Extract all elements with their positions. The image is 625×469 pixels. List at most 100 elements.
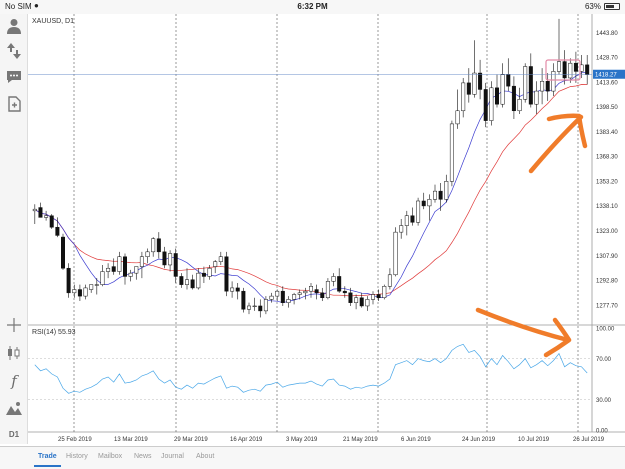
price-tick-label: 1443.80 xyxy=(596,31,618,37)
candle-body xyxy=(376,294,381,299)
candle xyxy=(337,268,342,293)
candle-body xyxy=(393,231,398,276)
candle-body xyxy=(399,225,404,233)
candle xyxy=(557,18,561,75)
rsi-line xyxy=(34,343,588,394)
candle xyxy=(421,192,426,210)
candle-body xyxy=(506,74,511,87)
candle xyxy=(562,50,567,85)
candle-body xyxy=(61,236,65,269)
candle-body xyxy=(455,110,460,125)
candle xyxy=(495,74,499,108)
rsi-label: RSI(14) 55.93 xyxy=(32,329,76,336)
candle-body xyxy=(196,272,201,289)
tab-about[interactable]: About xyxy=(196,453,215,460)
candle xyxy=(325,278,330,300)
candle xyxy=(573,51,578,83)
date-tick-label: 13 Mar 2019 xyxy=(114,437,148,443)
candle xyxy=(106,263,111,279)
rsi-tick-label: 70.00 xyxy=(596,357,612,363)
tab-journal[interactable]: Journal xyxy=(161,453,184,460)
current-price-label: 1418.27 xyxy=(595,73,617,79)
candle xyxy=(196,268,201,290)
candle-body xyxy=(38,207,43,218)
candle xyxy=(404,210,409,236)
tab-mailbox[interactable]: Mailbox xyxy=(98,453,123,460)
candle-body xyxy=(551,71,556,92)
indicators-icon[interactable]: f xyxy=(11,372,17,390)
candle-body xyxy=(331,276,336,282)
candle xyxy=(292,292,297,305)
price-tick-label: 1277.70 xyxy=(596,303,618,309)
candle-body xyxy=(235,287,240,292)
candle xyxy=(235,282,240,300)
carrier-label: No SIM xyxy=(5,2,32,11)
candle-body xyxy=(489,87,494,121)
candle-body xyxy=(342,290,347,294)
price-tick-label: 1292.80 xyxy=(596,279,618,285)
candle xyxy=(483,82,488,128)
date-tick-label: 3 May 2019 xyxy=(286,437,318,443)
candle-body xyxy=(495,87,499,105)
candle xyxy=(275,289,280,302)
candle xyxy=(528,53,533,108)
candle-body xyxy=(410,215,415,223)
candle-body xyxy=(517,99,522,112)
tab-history[interactable]: History xyxy=(66,453,88,460)
candle xyxy=(241,287,246,313)
candle-body xyxy=(139,256,144,267)
clock: 6:32 PM xyxy=(297,2,328,11)
candle-body xyxy=(387,274,392,287)
candle-body xyxy=(337,276,342,292)
candle-body xyxy=(500,74,505,105)
candle xyxy=(433,184,437,203)
timeframe-button[interactable]: D1 xyxy=(8,429,20,439)
candle-body xyxy=(540,80,545,92)
date-tick-label: 6 Jun 2019 xyxy=(401,437,431,443)
account-icon[interactable] xyxy=(4,16,24,36)
candle xyxy=(190,274,195,290)
candle xyxy=(371,291,375,305)
chart-canvas[interactable]: 1443.80 1428.70 1413.60 1398.50 1383.40 1368.… xyxy=(28,14,625,444)
candle-body xyxy=(247,305,251,310)
chat-icon[interactable] xyxy=(4,67,24,87)
tab-trade[interactable]: Trade xyxy=(34,453,61,467)
candle-body xyxy=(44,215,49,218)
trade-arrows-icon[interactable] xyxy=(4,41,24,61)
candle xyxy=(449,120,454,187)
candle-body xyxy=(557,61,561,72)
candle xyxy=(286,296,291,308)
current-price-tag xyxy=(593,69,625,79)
candle xyxy=(393,227,398,277)
candle-body xyxy=(111,266,116,272)
objects-icon[interactable] xyxy=(4,398,24,418)
price-tick-label: 1368.30 xyxy=(596,155,618,161)
date-tick-label: 10 Jul 2019 xyxy=(518,437,550,443)
candle xyxy=(444,174,449,203)
candle-body xyxy=(179,276,184,285)
candle xyxy=(44,210,49,221)
candle xyxy=(145,248,150,264)
date-tick-label: 29 Mar 2019 xyxy=(174,437,208,443)
candle-body xyxy=(292,294,297,300)
price-tick-label: 1428.70 xyxy=(596,56,618,62)
candle xyxy=(359,292,364,308)
crosshair-icon[interactable] xyxy=(4,315,24,335)
bottom-tab-bar: Trade History Mailbox News Journal About xyxy=(0,446,625,469)
candle xyxy=(376,289,381,302)
price-chart[interactable]: 1443.80 1428.70 1413.60 1398.50 1383.40 1368.… xyxy=(28,14,625,444)
candle xyxy=(168,250,173,272)
symbol-label: XAUUSD, D1 xyxy=(32,18,74,25)
new-order-icon[interactable] xyxy=(4,94,24,114)
tab-news[interactable]: News xyxy=(134,453,152,460)
rsi-tick-label: 0.00 xyxy=(596,429,608,435)
candle-style-icon[interactable] xyxy=(4,343,24,363)
candle xyxy=(342,286,347,298)
candle-body xyxy=(461,82,466,112)
candle-body xyxy=(218,256,223,262)
candle-body xyxy=(123,256,127,277)
candle xyxy=(410,207,415,226)
left-toolbar: f D1 xyxy=(0,14,28,463)
candle-body xyxy=(534,90,539,105)
candle xyxy=(72,284,77,298)
